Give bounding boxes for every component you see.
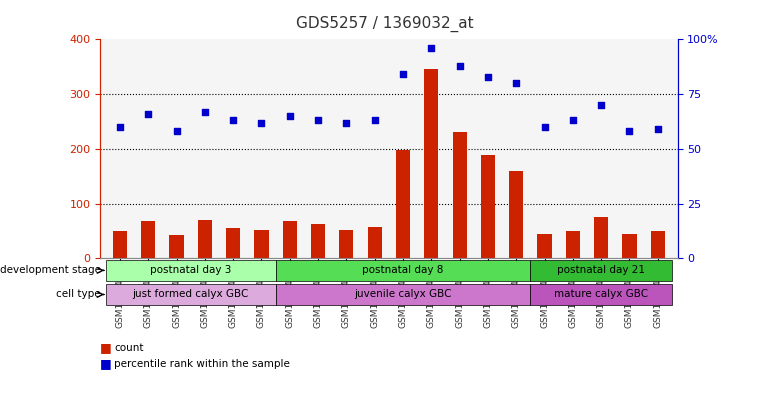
Text: ■: ■ [100,357,112,370]
Bar [283,221,297,258]
Bar [226,228,240,258]
Bar [453,132,467,258]
Point [567,117,579,123]
Bar [340,230,353,258]
Bar [622,234,637,258]
Text: ■: ■ [100,341,112,354]
Bar [424,70,438,258]
FancyBboxPatch shape [105,284,276,305]
Text: GDS5257 / 1369032_at: GDS5257 / 1369032_at [296,16,474,32]
Text: juvenile calyx GBC: juvenile calyx GBC [354,290,452,299]
Bar [509,171,524,258]
FancyBboxPatch shape [276,284,531,305]
FancyBboxPatch shape [105,259,276,281]
Point [369,117,381,123]
Point [199,108,211,115]
Text: percentile rank within the sample: percentile rank within the sample [114,358,290,369]
Point [425,45,437,51]
FancyBboxPatch shape [531,284,672,305]
FancyBboxPatch shape [276,259,531,281]
Point [340,119,353,126]
Text: postnatal day 3: postnatal day 3 [150,265,231,275]
Bar [651,231,665,258]
Bar [254,230,269,258]
Point [312,117,324,123]
Bar [113,231,127,258]
Text: count: count [114,343,143,353]
Bar [480,155,495,258]
Bar [367,227,382,258]
Point [454,62,466,69]
Text: cell type: cell type [56,290,101,299]
Bar [537,234,551,258]
Point [510,80,522,86]
Bar [311,224,325,258]
Point [397,71,409,77]
Point [538,124,551,130]
Bar [594,217,608,258]
Point [283,113,296,119]
Text: postnatal day 8: postnatal day 8 [363,265,444,275]
Point [114,124,126,130]
Point [624,128,636,134]
Point [256,119,268,126]
Text: mature calyx GBC: mature calyx GBC [554,290,648,299]
Bar [169,235,183,258]
Bar [198,220,212,258]
Text: postnatal day 21: postnatal day 21 [557,265,645,275]
Point [142,111,155,117]
Bar [566,231,580,258]
Point [482,73,494,80]
Bar [396,151,410,258]
Bar [141,221,156,258]
Text: just formed calyx GBC: just formed calyx GBC [132,290,249,299]
Text: development stage: development stage [0,265,101,275]
Point [651,126,664,132]
Point [170,128,182,134]
FancyBboxPatch shape [531,259,672,281]
Point [227,117,239,123]
Point [595,102,608,108]
